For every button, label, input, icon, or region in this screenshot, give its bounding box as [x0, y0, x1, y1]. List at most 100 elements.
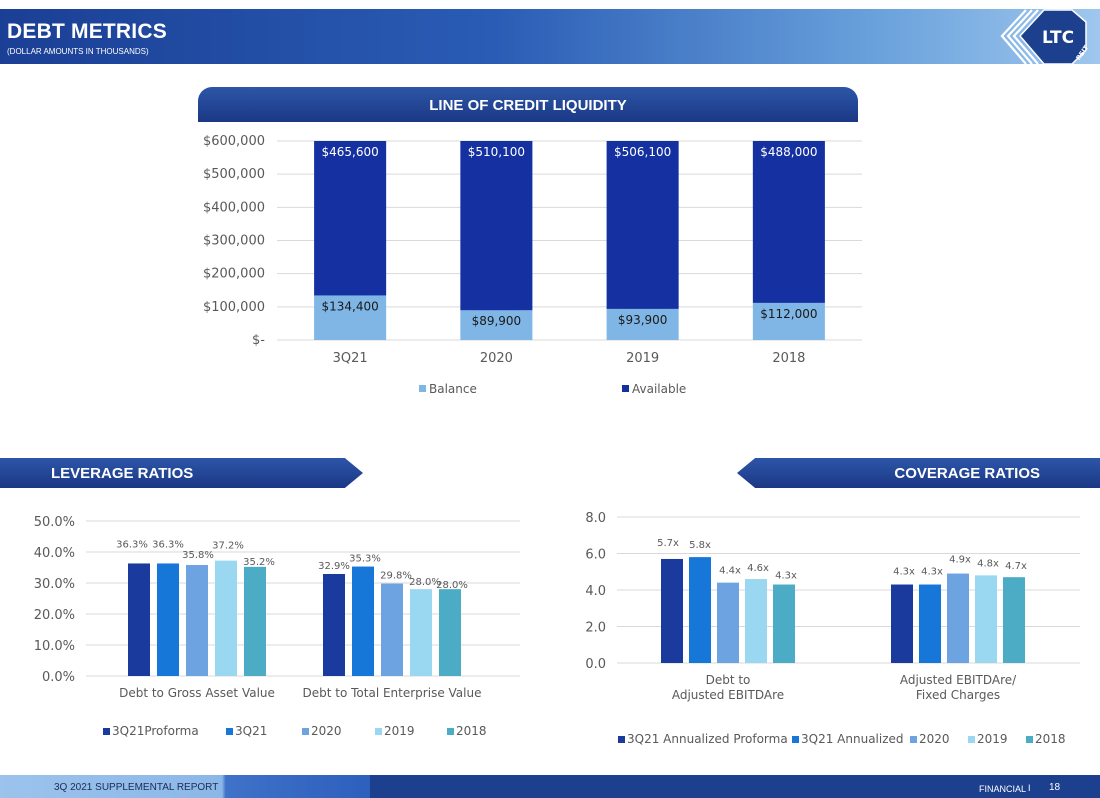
legend-swatch-3	[968, 736, 975, 743]
data-label: 4.7x	[1005, 561, 1027, 572]
bar-4-shade	[439, 589, 461, 676]
y-tick-label: $300,000	[203, 234, 265, 249]
legend-label-available: Available	[632, 382, 686, 396]
balance-data-label: $89,900	[472, 314, 522, 328]
legend-label-balance: Balance	[429, 382, 477, 396]
leverage-section-title: LEVERAGE RATIOS	[0, 458, 363, 488]
legend-swatch-0	[103, 728, 110, 735]
data-label: 4.3x	[921, 567, 943, 578]
data-label: 5.8x	[689, 540, 711, 551]
available-bar-shade	[606, 141, 679, 309]
x-tick-label: 2020	[480, 351, 513, 366]
data-label: 37.2%	[212, 541, 244, 552]
legend-swatch-balance	[419, 385, 426, 392]
balance-data-label: $112,000	[760, 307, 817, 321]
footer-separator: I	[1028, 783, 1031, 793]
x-tick-label: Adjusted EBITDAre/	[900, 673, 1017, 687]
legend-label: 2019	[384, 724, 415, 738]
balance-bar-shade	[606, 308, 679, 340]
data-label: 36.3%	[152, 539, 184, 550]
data-label: 35.2%	[243, 557, 275, 568]
legend-swatch-1	[226, 728, 233, 735]
page-number: 18	[1049, 782, 1061, 793]
data-label: 28.0%	[436, 580, 468, 591]
bar-3-shade	[975, 575, 997, 663]
y-tick-label: $200,000	[203, 267, 265, 282]
bar-4-shade	[1003, 577, 1025, 663]
bar-3-shade	[215, 560, 237, 676]
available-data-label: $510,100	[468, 145, 525, 159]
legend-label: 3Q21 Annualized Proforma	[627, 732, 788, 746]
available-bar-shade	[752, 141, 825, 303]
y-tick-label: 50.0%	[34, 515, 75, 530]
y-tick-label: $100,000	[203, 300, 265, 315]
data-label: 4.3x	[775, 571, 797, 582]
data-label: 4.9x	[949, 555, 971, 566]
data-label: 4.4x	[719, 566, 741, 577]
data-label: 36.3%	[116, 539, 148, 550]
ltc-logo: LTC REIT	[1000, 9, 1091, 65]
y-tick-label: 20.0%	[34, 608, 75, 623]
bar-1-shade	[352, 566, 374, 676]
available-data-label: $506,100	[614, 145, 671, 159]
coverage-section-title: COVERAGE RATIOS	[737, 458, 1100, 488]
bar-3-shade	[745, 579, 767, 663]
bar-2-shade	[381, 583, 403, 676]
legend-label: 2018	[1035, 732, 1066, 746]
bar-2-shade	[947, 573, 969, 663]
bar-0-shade	[891, 584, 913, 663]
y-tick-label: 0.0%	[42, 670, 75, 685]
y-tick-label: 6.0	[585, 548, 606, 563]
balance-bar-shade	[752, 302, 825, 340]
available-data-label: $465,600	[321, 145, 378, 159]
legend-swatch-1	[792, 736, 799, 743]
bar-0-shade	[128, 563, 150, 676]
data-label: 35.8%	[182, 550, 214, 561]
legend-label: 2018	[456, 724, 487, 738]
footer-accent	[0, 775, 370, 798]
y-tick-label: 0.0	[585, 657, 606, 672]
bar-1-shade	[689, 557, 711, 663]
legend-swatch-4	[447, 728, 454, 735]
x-tick-label: Debt to Total Enterprise Value	[303, 686, 482, 700]
data-label: 28.0%	[409, 577, 441, 588]
balance-bar-shade	[460, 310, 533, 340]
data-label: 32.9%	[318, 561, 350, 572]
data-label: 5.7x	[657, 538, 679, 549]
balance-data-label: $134,400	[321, 299, 378, 313]
y-tick-label: $500,000	[203, 167, 265, 182]
bar-3-shade	[410, 589, 432, 676]
y-tick-label: 2.0	[585, 621, 606, 636]
legend-swatch-4	[1026, 736, 1033, 743]
bar-0-shade	[323, 574, 345, 676]
data-label: 4.3x	[893, 567, 915, 578]
legend-swatch-2	[302, 728, 309, 735]
legend-swatch-3	[375, 728, 382, 735]
legend-swatch-2	[910, 736, 917, 743]
bar-4-shade	[773, 584, 795, 663]
x-tick-label: Debt to	[706, 673, 751, 687]
balance-bar-shade	[314, 295, 387, 340]
coverage-ratios-chart: 8.0 6.0 4.0 2.0 0.0 5.7x 5.8x 4.4x 4.6x 4.3x Debt …	[585, 511, 1080, 746]
y-tick-label: $-	[252, 333, 265, 348]
footer-report-name: 3Q 2021 SUPPLEMENTAL REPORT	[54, 782, 219, 793]
y-tick-label: 40.0%	[34, 546, 75, 561]
leverage-ratios-chart: 50.0%40.0%30.0%20.0%10.0%0.0%36.3% 36.3%3…	[34, 515, 520, 738]
y-tick-label: 8.0	[585, 511, 606, 526]
x-tick-label: Debt to Gross Asset Value	[119, 686, 275, 700]
legend-label: 3Q21 Annualized	[801, 732, 904, 746]
balance-data-label: $93,900	[618, 313, 668, 327]
header-bar: DEBT METRICS (DOLLAR AMOUNTS IN THOUSAND…	[0, 9, 1100, 64]
logo-text: LTC	[1042, 28, 1074, 48]
legend-label: 3Q21Proforma	[112, 724, 199, 738]
legend-swatch-available	[622, 385, 629, 392]
available-data-label: $488,000	[760, 145, 817, 159]
bar-4-shade	[244, 566, 266, 676]
data-label: 35.3%	[349, 554, 381, 565]
y-tick-label: 30.0%	[34, 577, 75, 592]
available-bar-shade	[314, 141, 387, 296]
x-tick-label: 2019	[626, 351, 659, 366]
bar-0-shade	[661, 558, 683, 663]
page-title: DEBT METRICS	[7, 20, 167, 43]
x-tick-label: Adjusted EBITDAre	[672, 688, 784, 702]
